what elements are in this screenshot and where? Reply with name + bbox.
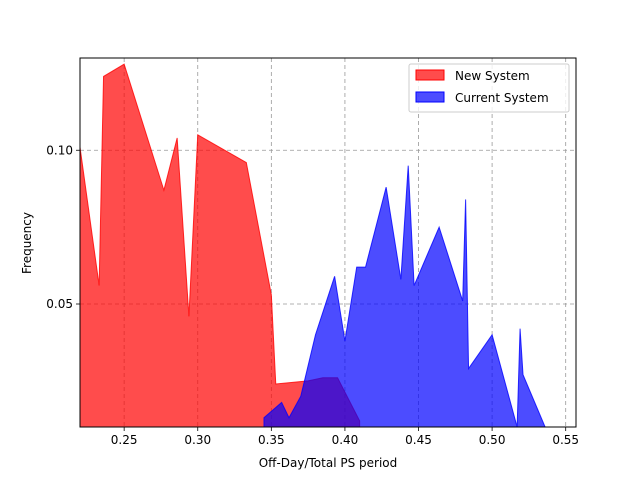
- x-tick-label: 0.50: [479, 433, 506, 447]
- y-axis-label: Frequency: [20, 212, 34, 274]
- axis-ticks: 0.25 0.30 0.35 0.40 0.45 0.50 0.55 0.05 0.10: [46, 143, 579, 447]
- y-tick-label: 0.10: [46, 143, 73, 157]
- legend-frame: [408, 63, 570, 113]
- series-areas: [80, 63, 574, 427]
- legend-label-current-system: Current System: [455, 91, 549, 105]
- legend: New System Current System: [408, 63, 570, 113]
- plot-frame: [79, 57, 577, 428]
- x-tick-label: 0.45: [405, 433, 432, 447]
- legend-swatch-new-system: [415, 69, 445, 81]
- x-tick-label: 0.55: [552, 433, 579, 447]
- y-tick-label: 0.05: [46, 297, 73, 311]
- x-tick-label: 0.35: [258, 433, 285, 447]
- legend-label-new-system: New System: [455, 69, 530, 83]
- series-area-current-system: [263, 165, 574, 427]
- x-tick-label: 0.40: [332, 433, 359, 447]
- x-axis-label: Off-Day/Total PS period: [259, 456, 398, 470]
- x-tick-label: 0.25: [111, 433, 138, 447]
- x-tick-label: 0.30: [184, 433, 211, 447]
- legend-swatch-current-system: [415, 91, 445, 103]
